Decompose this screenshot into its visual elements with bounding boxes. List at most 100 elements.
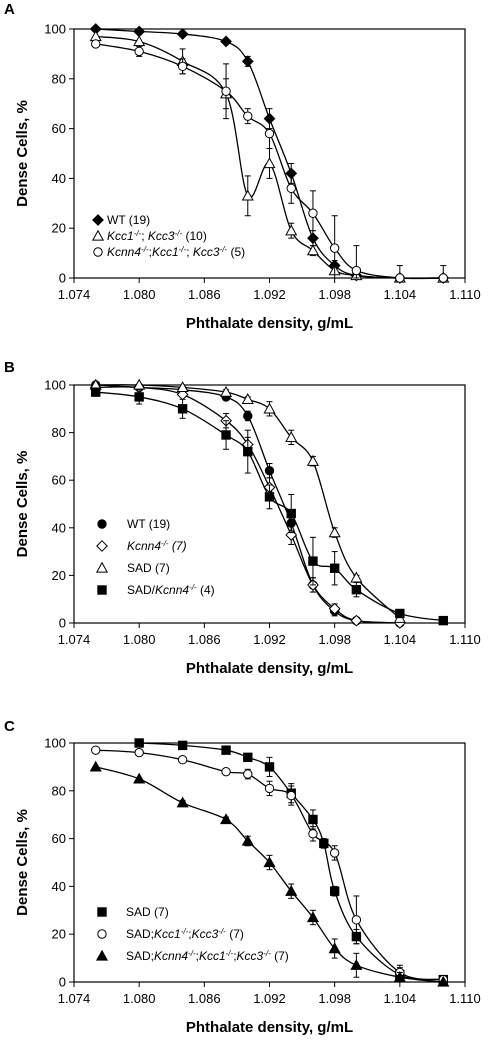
data-point (135, 393, 143, 401)
x-tick-label: 1.080 (123, 632, 156, 647)
data-point (243, 394, 253, 403)
data-point (439, 616, 447, 624)
data-point (244, 770, 252, 778)
x-axis-title: Phthalate density, g/mL (186, 315, 353, 332)
data-point (177, 29, 187, 39)
y-tick-label: 100 (44, 22, 66, 37)
legend: SAD (7)SAD;Kcc1-/-;Kcc3-/- (7)SAD;Kcnn4-… (97, 905, 289, 963)
data-point (92, 388, 100, 396)
data-point (243, 56, 253, 66)
legend-label: WT (19) (107, 213, 150, 227)
data-point (222, 431, 230, 439)
data-point (135, 739, 143, 747)
legend-label-part: (7) (151, 905, 169, 919)
legend-label-part: SAD (127, 561, 152, 575)
legend-label-part: (7) (152, 561, 170, 575)
data-point (351, 615, 361, 625)
series-line (139, 743, 443, 980)
legend-label-part: Kcc1 (199, 949, 226, 963)
legend-marker (98, 908, 106, 916)
x-tick-label: 1.104 (384, 991, 417, 1006)
y-axis-title: Dense Cells, % (14, 809, 31, 916)
data-point (330, 564, 338, 572)
data-point (351, 573, 361, 582)
legend-label-part: WT (107, 213, 126, 227)
data-point (351, 960, 361, 969)
x-tick-label: 1.080 (123, 991, 156, 1006)
data-point (178, 756, 186, 764)
data-point (92, 40, 100, 48)
x-tick-label: 1.086 (188, 632, 221, 647)
legend-label-part: Kcnn4 (127, 539, 161, 553)
x-axis-title: Phthalate density, g/mL (186, 660, 353, 677)
data-point (178, 62, 186, 70)
y-tick-label: 20 (52, 568, 66, 583)
data-point (264, 158, 274, 167)
x-tick-label: 1.098 (318, 991, 351, 1006)
legend-label-part: Kcc3 (148, 229, 175, 243)
legend-label: SAD;Kcc1-/-;Kcc3-/- (7) (126, 927, 244, 942)
y-tick-label: 0 (59, 616, 66, 631)
data-point (309, 209, 317, 217)
y-tick-label: 100 (44, 736, 66, 751)
x-tick-label: 1.098 (318, 632, 351, 647)
legend-label-part: (5) (227, 245, 245, 259)
legend-marker (98, 586, 106, 594)
data-point (265, 763, 273, 771)
data-point (309, 815, 317, 823)
legend-label: SAD (7) (126, 905, 169, 919)
legend: WT (19)Kcnn4-/- (7)SAD (7)SAD/Kcnn4-/- (… (97, 517, 215, 597)
legend-label-part: (7) (271, 949, 289, 963)
data-point (352, 585, 360, 593)
legend-label-part: WT (127, 517, 146, 531)
y-tick-label: 80 (52, 425, 66, 440)
legend-label-part: (10) (182, 229, 207, 243)
y-axis-title: Dense Cells, % (14, 100, 31, 207)
data-point (91, 31, 101, 40)
legend-label-part: Kcc1 (152, 245, 179, 259)
y-tick-label: 20 (52, 221, 66, 236)
legend-label-part: Kcc1 (107, 229, 134, 243)
panel-c: C 0 20 40 60 80 100 1.074 1.080 1.086 1.092 1.098 1.… (4, 718, 481, 1036)
x-tick-label: 1.110 (449, 287, 481, 302)
data-point (178, 741, 186, 749)
legend-label-part: (7) (226, 927, 244, 941)
data-point (134, 774, 144, 783)
data-point (265, 784, 273, 792)
legend-label-part: (7) (169, 539, 187, 553)
legend-label-part: Kcc1 (154, 927, 181, 941)
panel-a: A 0 20 40 60 80 100 1.074 1.080 1.086 1.092 1.098 1.… (4, 1, 481, 332)
y-tick-label: 60 (52, 831, 66, 846)
data-point (308, 456, 318, 465)
legend-label-part: ; (141, 229, 148, 243)
y-tick-label: 20 (52, 927, 66, 942)
x-axis-title: Phthalate density, g/mL (186, 1019, 353, 1036)
x-tick-label: 1.086 (188, 991, 221, 1006)
panel-letter: C (4, 718, 15, 735)
data-point (178, 405, 186, 413)
data-point (329, 527, 339, 536)
y-tick-label: 40 (52, 520, 66, 535)
data-point (91, 762, 101, 771)
y-tick-label: 100 (44, 378, 66, 393)
y-tick-label: 60 (52, 121, 66, 136)
legend-label-part: Kcnn4 (107, 245, 141, 259)
legend-label-part: Kcc3 (192, 927, 219, 941)
data-point (265, 129, 273, 137)
legend-label-part: ; (186, 245, 193, 259)
x-tick-label: 1.110 (449, 632, 481, 647)
x-tick-label: 1.110 (449, 991, 481, 1006)
data-point (222, 767, 230, 775)
data-point (287, 509, 295, 517)
legend-marker (93, 231, 103, 240)
legend-label-part: SAD/ (127, 583, 156, 597)
data-point (330, 887, 338, 895)
data-point (439, 274, 447, 282)
y-tick-label: 0 (59, 271, 66, 286)
legend-marker (93, 215, 103, 225)
data-point (287, 184, 295, 192)
data-point (396, 274, 404, 282)
legend-label-part: Kcnn4 (155, 583, 189, 597)
legend: WT (19)Kcc1-/-; Kcc3-/- (10)Kcnn4-/-;Kcc… (93, 213, 245, 259)
